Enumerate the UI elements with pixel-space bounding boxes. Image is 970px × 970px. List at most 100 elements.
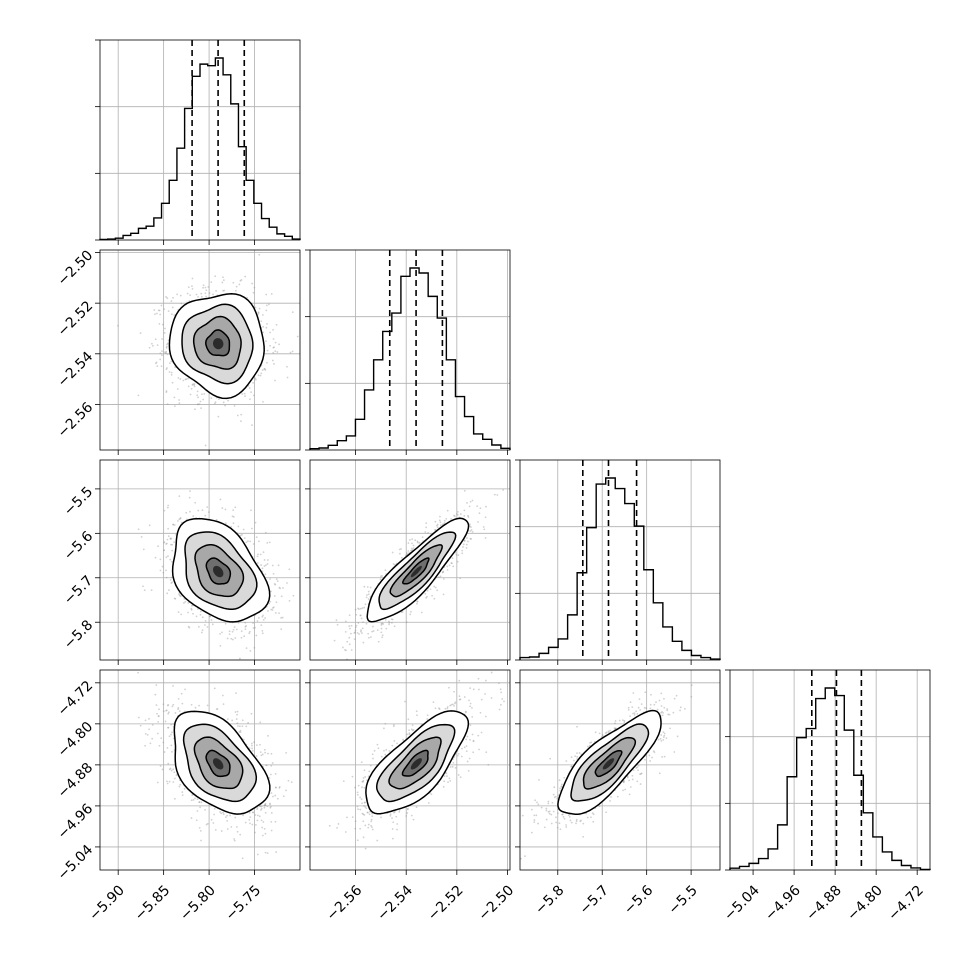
scatter-point — [232, 281, 235, 284]
scatter-point — [354, 608, 357, 611]
scatter-point — [264, 573, 267, 576]
scatter-point — [254, 626, 256, 629]
scatter-point — [398, 548, 401, 551]
scatter-point — [166, 704, 169, 707]
scatter-point — [238, 283, 241, 286]
contour-line — [402, 557, 430, 585]
scatter-point — [424, 531, 427, 533]
scatter-point — [162, 541, 165, 544]
scatter-point — [163, 549, 165, 552]
scatter-point — [179, 595, 182, 598]
scatter-point — [466, 537, 468, 539]
scatter-point — [439, 524, 442, 527]
contour-line — [366, 517, 470, 623]
scatter-point — [196, 608, 199, 610]
scatter-point — [151, 737, 154, 740]
scatter-point — [228, 630, 231, 633]
scatter-point — [165, 576, 168, 579]
scatter-point — [256, 853, 259, 856]
y-tick-label: −2.52 — [55, 298, 97, 340]
panel-frame — [99, 249, 301, 451]
scatter-point — [188, 626, 191, 629]
scatter-point — [376, 629, 379, 632]
scatter-point — [197, 295, 199, 298]
scatter-point — [335, 619, 338, 622]
scatter-point — [117, 324, 119, 327]
scatter-point — [468, 505, 471, 508]
scatter-point — [171, 549, 174, 552]
scatter-point — [179, 517, 182, 519]
panel-2-0: −5.8−5.7−5.6−5.5 — [61, 459, 301, 665]
scatter-point — [193, 382, 196, 385]
scatter-point — [256, 620, 259, 622]
scatter-point — [349, 627, 351, 630]
scatter-point — [276, 580, 279, 583]
scatter-point — [172, 723, 175, 725]
scatter-point — [354, 631, 356, 634]
scatter-point — [197, 509, 200, 512]
scatter-point — [183, 602, 185, 604]
scatter-point — [358, 633, 360, 635]
scatter-point — [384, 619, 387, 621]
scatter-point — [274, 794, 277, 797]
density-core — [213, 565, 224, 578]
scatter-point — [279, 587, 282, 590]
scatter-point — [405, 621, 408, 624]
scatter-point — [195, 819, 198, 822]
scatter-point — [256, 562, 259, 564]
scatter-point — [266, 349, 269, 352]
contour-line — [171, 517, 271, 623]
scatter-point — [232, 509, 235, 512]
scatter-point — [245, 625, 247, 627]
scatter-point — [165, 556, 168, 559]
scatter-point — [426, 589, 429, 592]
scatter-point — [484, 516, 487, 519]
scatter-point — [443, 519, 446, 522]
scatter-point — [252, 394, 255, 397]
scatter-point — [274, 379, 276, 382]
scatter-point — [165, 352, 167, 355]
scatter-point — [140, 536, 143, 538]
scatter-point — [424, 592, 427, 595]
scatter-point — [202, 398, 205, 401]
scatter-point — [163, 332, 166, 334]
scatter-point — [173, 797, 176, 800]
scatter-point — [173, 541, 176, 544]
scatter-point — [482, 526, 485, 528]
scatter-point — [189, 510, 191, 513]
scatter-point — [144, 732, 147, 735]
scatter-point — [261, 629, 264, 632]
scatter-point — [367, 593, 370, 596]
scatter-point — [247, 540, 249, 543]
scatter-point — [222, 703, 225, 706]
scatter-point — [380, 631, 383, 634]
scatter-point — [434, 586, 437, 589]
scatter-point — [170, 360, 173, 363]
scatter-point — [280, 628, 283, 631]
scatter-point — [414, 539, 417, 542]
scatter-point — [280, 595, 283, 598]
scatter-point — [235, 628, 238, 631]
scatter-point — [164, 351, 166, 354]
scatter-point — [249, 816, 252, 819]
scatter-point — [267, 303, 270, 306]
scatter-point — [170, 300, 173, 302]
scatter-point — [219, 498, 222, 501]
scatter-point — [263, 565, 266, 567]
scatter-point — [222, 813, 225, 816]
scatter-point — [258, 540, 260, 543]
scatter-point — [167, 726, 169, 729]
scatter-point — [261, 314, 264, 316]
scatter-point — [385, 627, 388, 630]
scatter-point — [380, 622, 383, 625]
scatter-point — [260, 564, 262, 566]
scatter-point — [252, 291, 255, 294]
scatter-point — [275, 601, 278, 604]
scatter-point — [154, 313, 156, 316]
scatter-point — [166, 747, 169, 749]
scatter-point — [192, 515, 195, 517]
scatter-point — [257, 553, 259, 556]
scatter-point — [226, 637, 229, 640]
scatter-point — [268, 541, 271, 544]
scatter-point — [200, 292, 203, 295]
